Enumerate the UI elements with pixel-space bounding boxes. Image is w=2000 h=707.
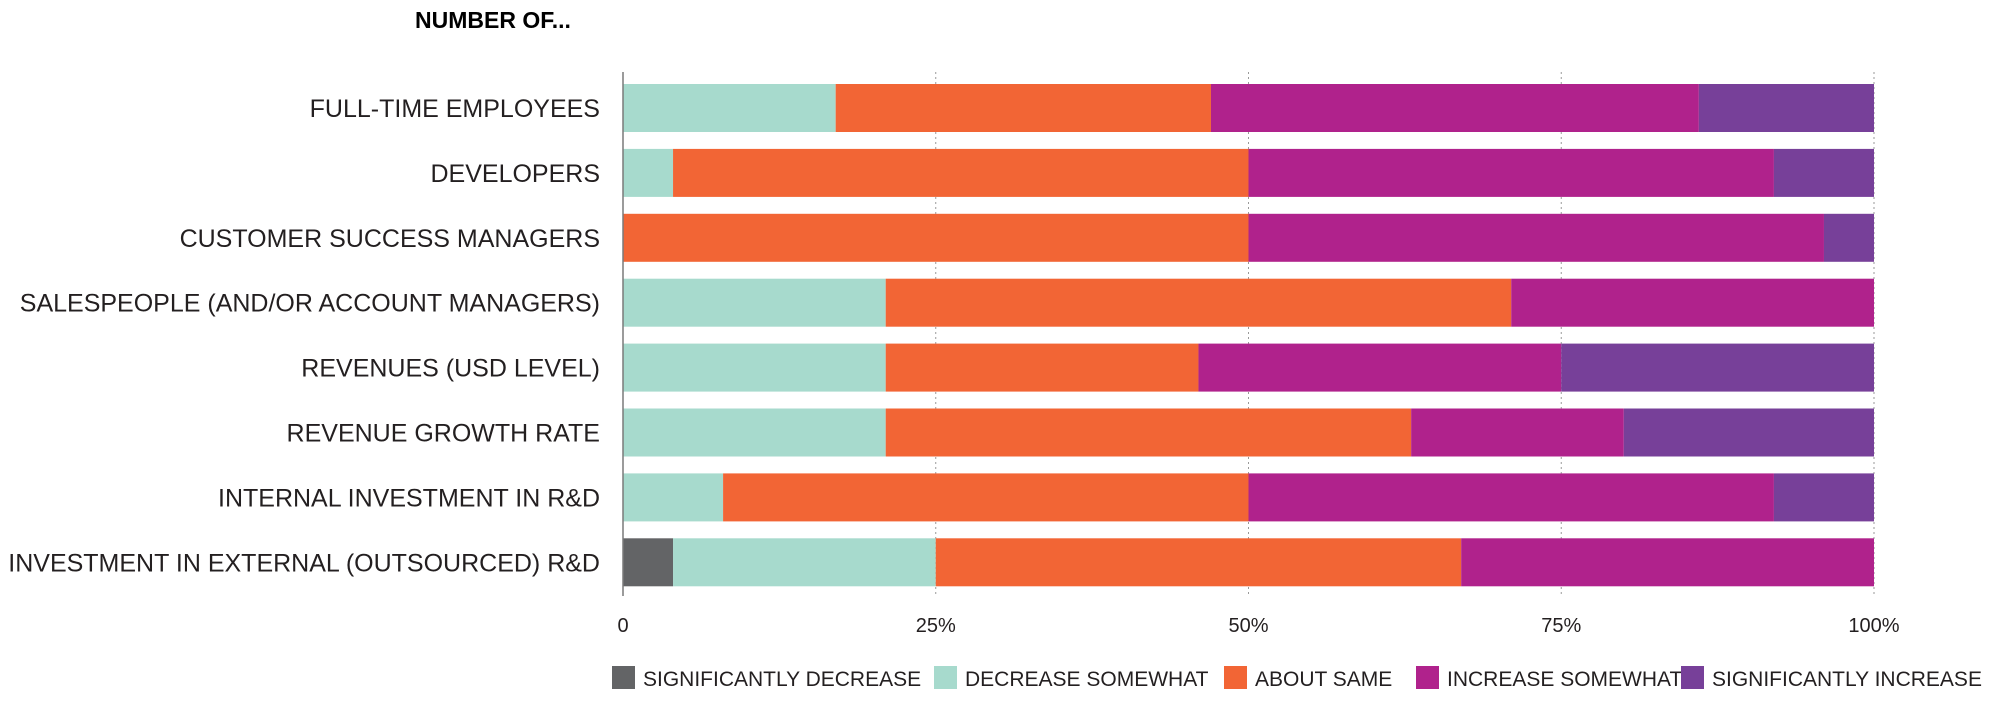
bar-segment (1773, 148, 1874, 197)
bar-segment (1823, 213, 1874, 262)
legend-swatch (934, 666, 957, 689)
legend-swatch (1224, 666, 1247, 689)
bar-segment (1511, 278, 1874, 327)
x-tick-label: 75% (1541, 615, 1581, 637)
category-label: FULL-TIME EMPLOYEES (310, 95, 600, 123)
bar-segment (623, 84, 836, 132)
x-tick-label: 50% (1228, 615, 1268, 637)
bar-segment (1773, 473, 1874, 522)
bar-segment (623, 343, 886, 392)
category-label: DEVELOPERS (430, 160, 600, 188)
bar-segment (935, 538, 1462, 587)
bars-layer (623, 84, 1874, 587)
bar-segment (623, 278, 886, 327)
legend-label: DECREASE SOMEWHAT (965, 668, 1209, 691)
bar-segment (623, 148, 674, 197)
bar-segment (1698, 84, 1874, 132)
bar-segment (623, 408, 886, 457)
legend-label: SIGNIFICANTLY DECREASE (643, 668, 921, 691)
chart-title: NUMBER OF... (415, 7, 571, 33)
category-label: INVESTMENT IN EXTERNAL (OUTSOURCED) R&D (8, 549, 600, 577)
bar-segment (1411, 408, 1624, 457)
category-label: SALESPEOPLE (AND/OR ACCOUNT MANAGERS) (20, 290, 600, 318)
bar-segment (885, 408, 1412, 457)
bar-segment (673, 538, 936, 587)
legend-swatch (612, 666, 635, 689)
bar-segment (1248, 213, 1824, 262)
bar-segment (885, 278, 1512, 327)
bar-segment (1248, 473, 1774, 522)
category-labels: FULL-TIME EMPLOYEES DEVELOPERS CUSTOMER SU… (8, 95, 600, 577)
legend-swatch (1681, 666, 1704, 689)
category-label: REVENUE GROWTH RATE (287, 420, 600, 448)
bar-segment (623, 213, 1249, 262)
bar-segment (1198, 343, 1562, 392)
bar-segment (723, 473, 1249, 522)
bar-segment (1248, 148, 1774, 197)
legend-label: SIGNIFICANTLY INCREASE (1712, 668, 1982, 691)
x-tick-label: 25% (916, 615, 956, 637)
bar-segment (1210, 84, 1699, 132)
bar-segment (623, 538, 674, 587)
bar-segment (1561, 343, 1874, 392)
legend: SIGNIFICANTLY DECREASE DECREASE SOMEWHAT A… (612, 666, 1982, 691)
bar-segment (1461, 538, 1874, 587)
legend-label: INCREASE SOMEWHAT (1447, 668, 1682, 691)
x-axis: 0 25% 50% 75% 100% (617, 72, 1900, 637)
bar-segment (1623, 408, 1874, 457)
bar-segment (835, 84, 1211, 132)
category-label: INTERNAL INVESTMENT IN R&D (218, 484, 600, 512)
legend-swatch (1416, 666, 1439, 689)
x-tick-label: 100% (1848, 615, 1899, 637)
category-label: REVENUES (USD LEVEL) (301, 355, 600, 383)
bar-segment (885, 343, 1199, 392)
category-label: CUSTOMER SUCCESS MANAGERS (180, 225, 600, 253)
bar-segment (673, 148, 1249, 197)
bar-segment (623, 473, 724, 522)
x-tick-label: 0 (617, 615, 628, 637)
legend-label: ABOUT SAME (1255, 668, 1392, 691)
